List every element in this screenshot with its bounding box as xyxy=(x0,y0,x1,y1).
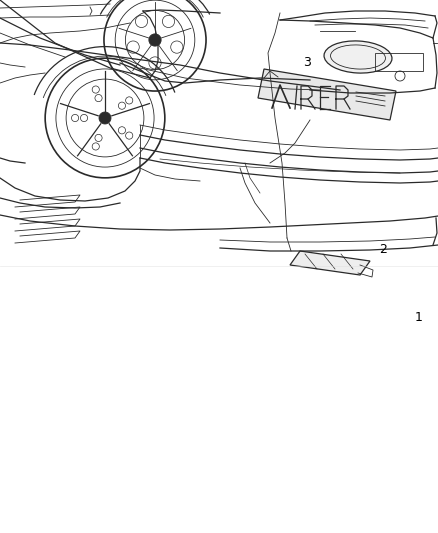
Ellipse shape xyxy=(324,41,392,73)
Bar xyxy=(375,53,423,71)
Text: 1: 1 xyxy=(414,311,422,324)
Circle shape xyxy=(149,34,161,46)
Circle shape xyxy=(99,112,111,124)
Text: 3: 3 xyxy=(303,56,311,69)
Polygon shape xyxy=(290,251,370,275)
Polygon shape xyxy=(258,69,396,120)
Text: 2: 2 xyxy=(379,243,387,256)
